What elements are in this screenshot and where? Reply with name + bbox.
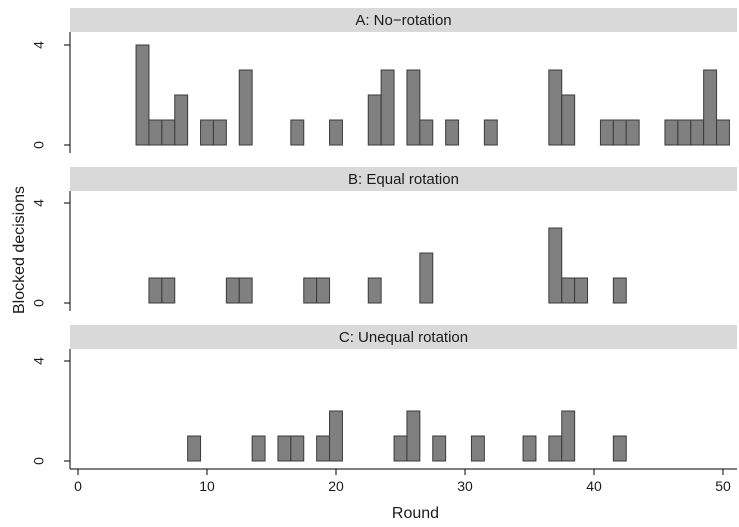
bar: [329, 119, 343, 146]
bar: [316, 435, 331, 462]
bar: [612, 435, 627, 462]
panel-title: A: No−rotation: [355, 12, 451, 29]
bar: [406, 410, 421, 462]
bar: [432, 435, 447, 462]
bar: [599, 119, 614, 146]
bar: [303, 277, 318, 304]
y-tick-label: 4: [31, 357, 47, 365]
bar: [574, 277, 589, 304]
bar: [277, 435, 292, 462]
bar: [612, 119, 627, 146]
bar: [161, 119, 176, 146]
panel-strip: [70, 167, 737, 191]
bar: [561, 410, 576, 462]
bar: [483, 119, 498, 146]
bar: [548, 435, 563, 462]
x-tick-label: 30: [457, 478, 473, 494]
x-tick-label: 20: [328, 478, 344, 494]
bar: [161, 277, 176, 304]
bar: [393, 435, 408, 462]
y-tick-label: 4: [31, 199, 47, 207]
y-tick-label: 0: [31, 299, 47, 307]
bar: [548, 227, 563, 304]
bar: [367, 277, 382, 304]
y-tick-label: 4: [31, 41, 47, 49]
bar: [716, 119, 730, 146]
panel-title: B: Equal rotation: [348, 171, 459, 188]
bar: [316, 277, 331, 304]
bar: [445, 119, 460, 146]
panel-strip: [70, 8, 737, 32]
bar: [612, 277, 627, 304]
bar: [135, 44, 150, 146]
bar: [148, 277, 163, 304]
x-tick-label: 40: [586, 478, 602, 494]
bar: [470, 435, 485, 462]
bar: [625, 119, 640, 146]
panel-strip: [70, 325, 737, 349]
bar: [251, 435, 266, 462]
bar: [406, 69, 421, 146]
bar: [212, 119, 227, 146]
bar: [419, 252, 434, 304]
bar: [290, 119, 305, 146]
bar: [200, 119, 214, 146]
bar: [703, 69, 718, 146]
bar: [187, 435, 202, 462]
y-axis-title: Blocked decisions: [11, 186, 28, 314]
bar: [380, 69, 395, 146]
bar: [329, 410, 343, 462]
x-axis-title: Round: [392, 505, 439, 522]
bar: [367, 94, 382, 146]
x-tick-label: 50: [715, 478, 731, 494]
panel-title: C: Unequal rotation: [339, 329, 468, 346]
bar: [238, 69, 253, 146]
bar: [548, 69, 563, 146]
bar: [664, 119, 679, 146]
bar: [561, 277, 576, 304]
x-tick-label: 0: [74, 478, 82, 494]
y-tick-label: 0: [31, 141, 47, 149]
y-tick-label: 0: [31, 457, 47, 465]
x-tick-label: 10: [199, 478, 215, 494]
bar: [522, 435, 537, 462]
bar: [419, 119, 434, 146]
bar: [225, 277, 240, 304]
bar: [174, 94, 189, 146]
bar: [148, 119, 163, 146]
bar: [677, 119, 692, 146]
bar: [238, 277, 253, 304]
bar: [561, 94, 576, 146]
bar: [690, 119, 705, 146]
bar: [290, 435, 305, 462]
